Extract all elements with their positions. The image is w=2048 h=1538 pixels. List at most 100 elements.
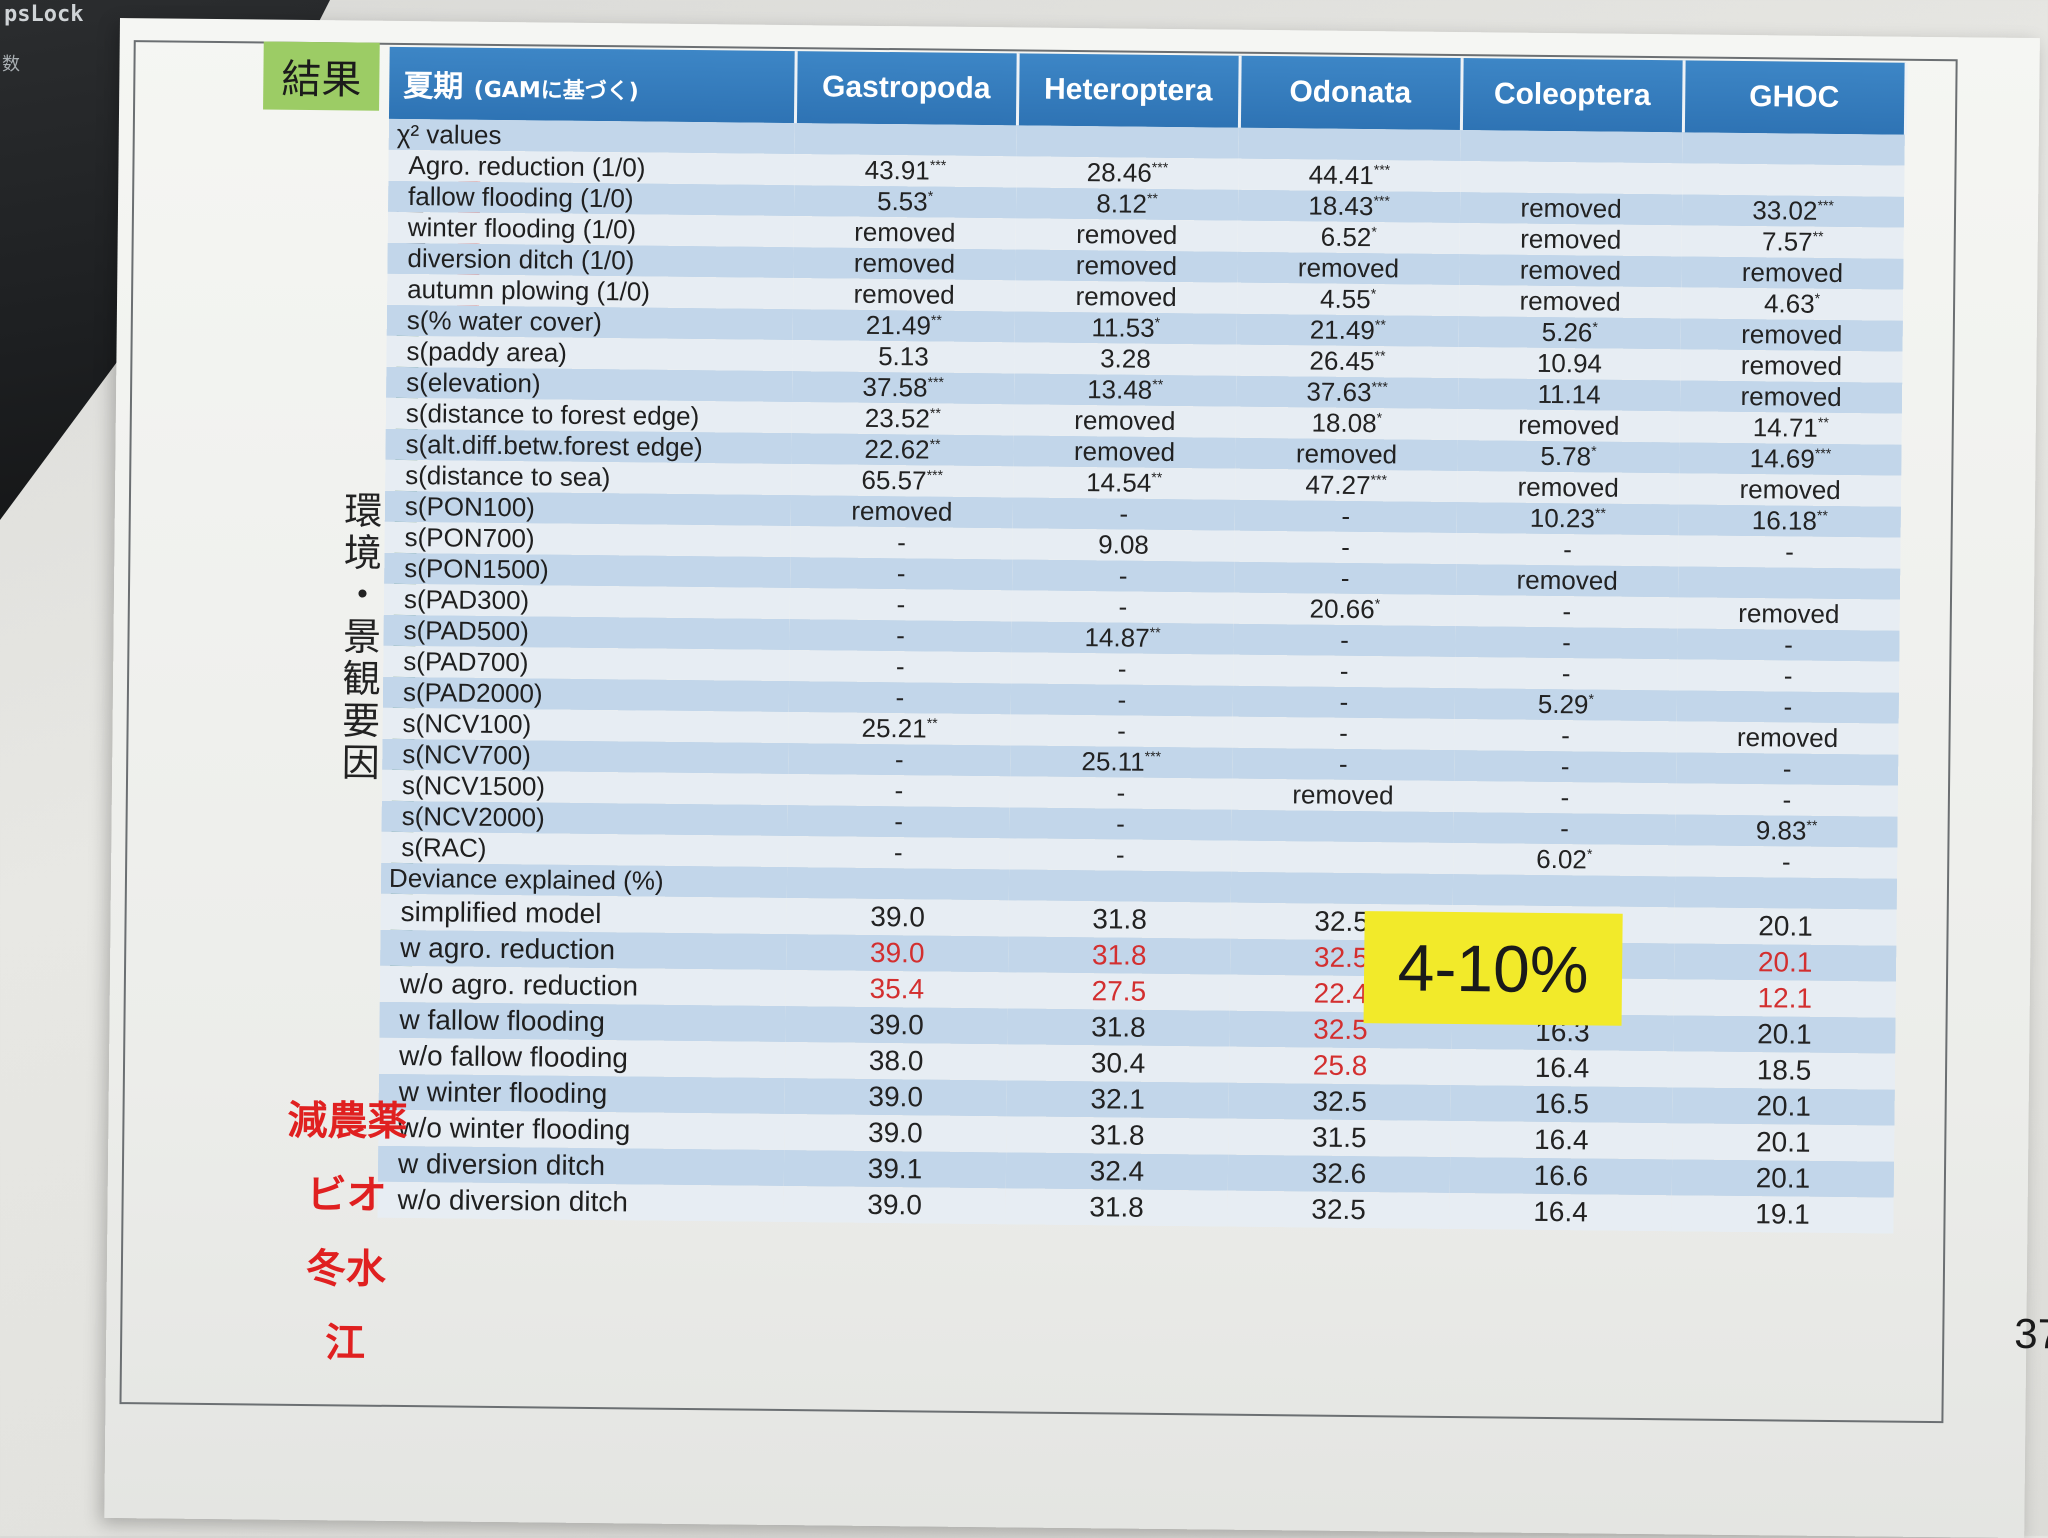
table-cell: 33.02*** — [1681, 194, 1905, 228]
significance-mark: ** — [1812, 228, 1824, 245]
row-label: w fallow flooding — [379, 1001, 786, 1043]
row-label: s(paddy area) — [386, 335, 793, 372]
table-cell: - — [1676, 690, 1900, 724]
table-cell: 25.8 — [1228, 1046, 1452, 1085]
table-cell: 20.1 — [1672, 1123, 1895, 1162]
table-cell: removed — [1015, 218, 1238, 252]
table-cell: - — [1453, 781, 1677, 815]
significance-mark: *** — [1814, 445, 1832, 462]
table-cell: - — [787, 805, 1010, 839]
table-cell: 9.83** — [1675, 814, 1898, 848]
table-cell: 32.4 — [1005, 1152, 1229, 1191]
table-cell: 11.53* — [1014, 311, 1237, 345]
table-cell: removed — [1231, 778, 1455, 813]
significance-mark: *** — [1371, 378, 1389, 395]
row-label: Deviance explained (%) — [380, 862, 788, 899]
table-cell: removed — [1677, 597, 1901, 631]
table-cell: 39.0 — [784, 1114, 1007, 1153]
table-cell: - — [790, 526, 1013, 560]
table-cell — [1008, 869, 1232, 903]
table-cell: - — [1675, 783, 1899, 817]
table-cell: removed — [1680, 349, 1903, 383]
table-cell — [1231, 840, 1454, 875]
table-cell: - — [1010, 683, 1234, 717]
table-cell: - — [789, 650, 1012, 684]
significance-mark: ** — [1152, 376, 1164, 393]
table-cell — [1231, 809, 1454, 844]
table-cell: 3.28 — [1014, 342, 1237, 376]
table-cell: 30.4 — [1006, 1044, 1230, 1083]
table-cell: 16.5 — [1450, 1084, 1673, 1124]
table-cell: - — [787, 774, 1011, 808]
table-cell: 32.5 — [1228, 1082, 1451, 1121]
table-body: χ² values Agro. reduction (1/0) 43.91*** 28… — [377, 118, 1905, 1234]
significance-mark: ** — [1374, 347, 1386, 364]
table-cell: 8.12** — [1015, 187, 1239, 221]
row-label: s(NCV700) — [382, 738, 789, 775]
table-cell: 37.63*** — [1235, 375, 1459, 410]
significance-mark: ** — [926, 714, 938, 731]
table-cell: 16.4 — [1450, 1048, 1674, 1088]
table-cell: - — [1234, 530, 1457, 565]
red-tag: ビオ — [306, 1172, 387, 1219]
significance-mark: * — [927, 187, 934, 204]
table-cell: 7.57** — [1681, 225, 1904, 259]
table-cell: 14.87** — [1011, 621, 1234, 655]
table-cell: removed — [1459, 192, 1683, 226]
table-cell: - — [787, 836, 1010, 870]
table-cell — [1230, 871, 1454, 906]
column-header: Odonata — [1238, 55, 1462, 131]
paper-sheet: 結果 農法 環境・景観要因 夏期 (GAMに基づく) Gastropoda He… — [104, 18, 2048, 1538]
table-cell: 5.53* — [793, 185, 1017, 219]
table-cell: removed — [1680, 318, 1903, 352]
significance-mark: * — [1374, 595, 1381, 612]
table-cell: 5.13 — [792, 340, 1015, 374]
table-cell: 44.41*** — [1238, 158, 1461, 193]
significance-mark: *** — [1144, 748, 1162, 765]
row-label: Agro. reduction (1/0) — [388, 149, 795, 186]
row-label: s(PON700) — [384, 521, 791, 558]
row-label: w/o fallow flooding — [378, 1037, 786, 1079]
significance-mark: ** — [1149, 624, 1161, 641]
row-label: w/o agro. reduction — [379, 965, 787, 1007]
significance-mark: * — [1371, 223, 1377, 240]
season-subtitle: (GAMに基づく) — [473, 77, 639, 105]
environment-side-label: 環境・景観要因 — [334, 490, 383, 785]
table-cell: - — [1455, 657, 1678, 691]
row-label: w/o winter flooding — [378, 1109, 785, 1151]
row-label: w/o diversion ditch — [377, 1181, 784, 1223]
highlight-note: 4-10% — [1363, 911, 1623, 1026]
table-cell: - — [1454, 719, 1677, 753]
table-cell: 31.8 — [1005, 1188, 1228, 1227]
row-label: simplified model — [380, 893, 787, 935]
table-cell: 16.18** — [1678, 504, 1901, 538]
table-cell: removed — [1014, 280, 1238, 314]
column-header: Heteroptera — [1016, 53, 1240, 128]
table-cell: 47.27*** — [1235, 468, 1458, 503]
row-label: s(PAD700) — [383, 645, 790, 682]
significance-mark: * — [1592, 318, 1598, 335]
row-label: s(elevation) — [386, 366, 793, 403]
red-tag: 江 — [324, 1320, 366, 1367]
table-cell: - — [1233, 654, 1456, 689]
table-cell: 39.0 — [785, 1006, 1008, 1045]
significance-mark: ** — [929, 435, 941, 452]
row-label: autumn plowing (1/0) — [387, 273, 794, 310]
table-cell: 16.4 — [1449, 1192, 1672, 1232]
table-cell: 43.91*** — [794, 154, 1017, 188]
table-cell: 19.1 — [1671, 1195, 1894, 1234]
table-cell: - — [789, 619, 1012, 653]
table-cell: 14.71** — [1679, 411, 1902, 445]
table-cell: - — [1010, 714, 1233, 748]
table-cell: removed — [1459, 223, 1682, 257]
table-cell: removed — [793, 216, 1016, 250]
table-cell: 13.48** — [1014, 373, 1237, 407]
table-cell: removed — [1679, 380, 1903, 414]
table-cell: 26.45** — [1236, 344, 1459, 379]
significance-mark: *** — [1370, 471, 1388, 488]
significance-mark: ** — [930, 311, 942, 328]
capslock-key-label: psLock — [4, 2, 84, 27]
table-cell: 14.54** — [1013, 466, 1236, 500]
row-label: s(PON1500) — [384, 552, 791, 589]
table-cell: removed — [1676, 721, 1899, 755]
